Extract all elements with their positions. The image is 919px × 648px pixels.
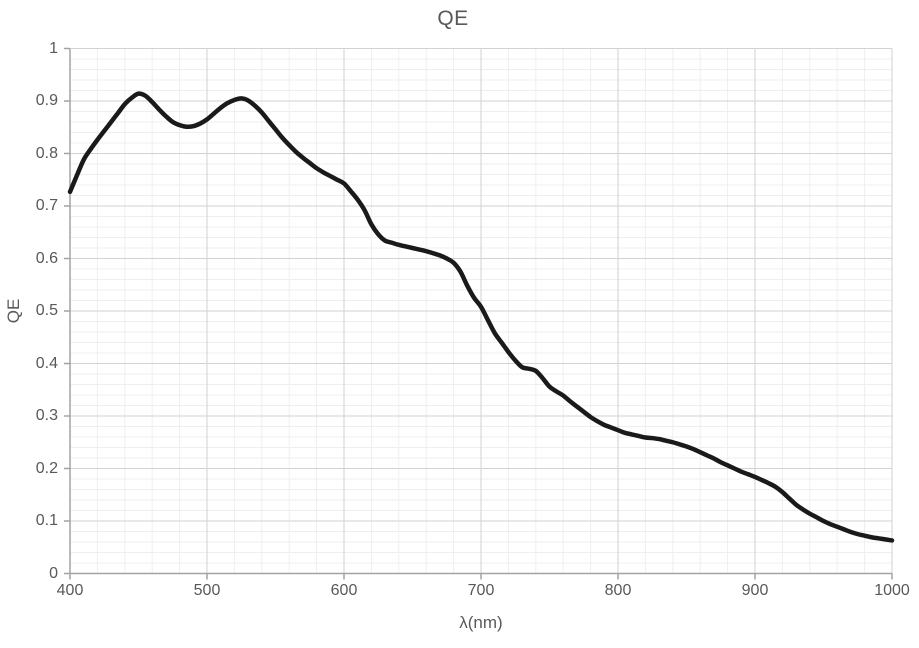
y-tick-label: 0.2: [35, 459, 58, 477]
x-tick-label: 600: [330, 582, 358, 599]
y-tick-label: 0.4: [35, 354, 58, 372]
y-tick-label: 0.1: [35, 512, 58, 529]
y-tick-label: 0.6: [35, 249, 58, 267]
chart-title: QE: [437, 7, 469, 30]
x-axis-title: λ(nm): [459, 613, 503, 632]
series-curve-QE: [67, 91, 895, 543]
y-tick-label: 0.7: [35, 197, 58, 214]
x-tick-label: 1000: [874, 582, 910, 599]
x-tick-label: 500: [193, 582, 221, 599]
x-tick-label: 900: [741, 582, 769, 599]
y-tick-label: 0.8: [35, 144, 58, 162]
x-tick-label: 700: [467, 582, 495, 599]
x-tick-label: 800: [604, 582, 632, 599]
y-tick-label: 1: [49, 39, 58, 57]
y-tick-label: 0.9: [35, 92, 58, 109]
y-tick-label: 0: [49, 564, 58, 582]
y-tick-label: 0.3: [35, 407, 58, 424]
y-tick-label: 0.5: [35, 302, 58, 319]
x-tick-label: 400: [56, 582, 84, 599]
